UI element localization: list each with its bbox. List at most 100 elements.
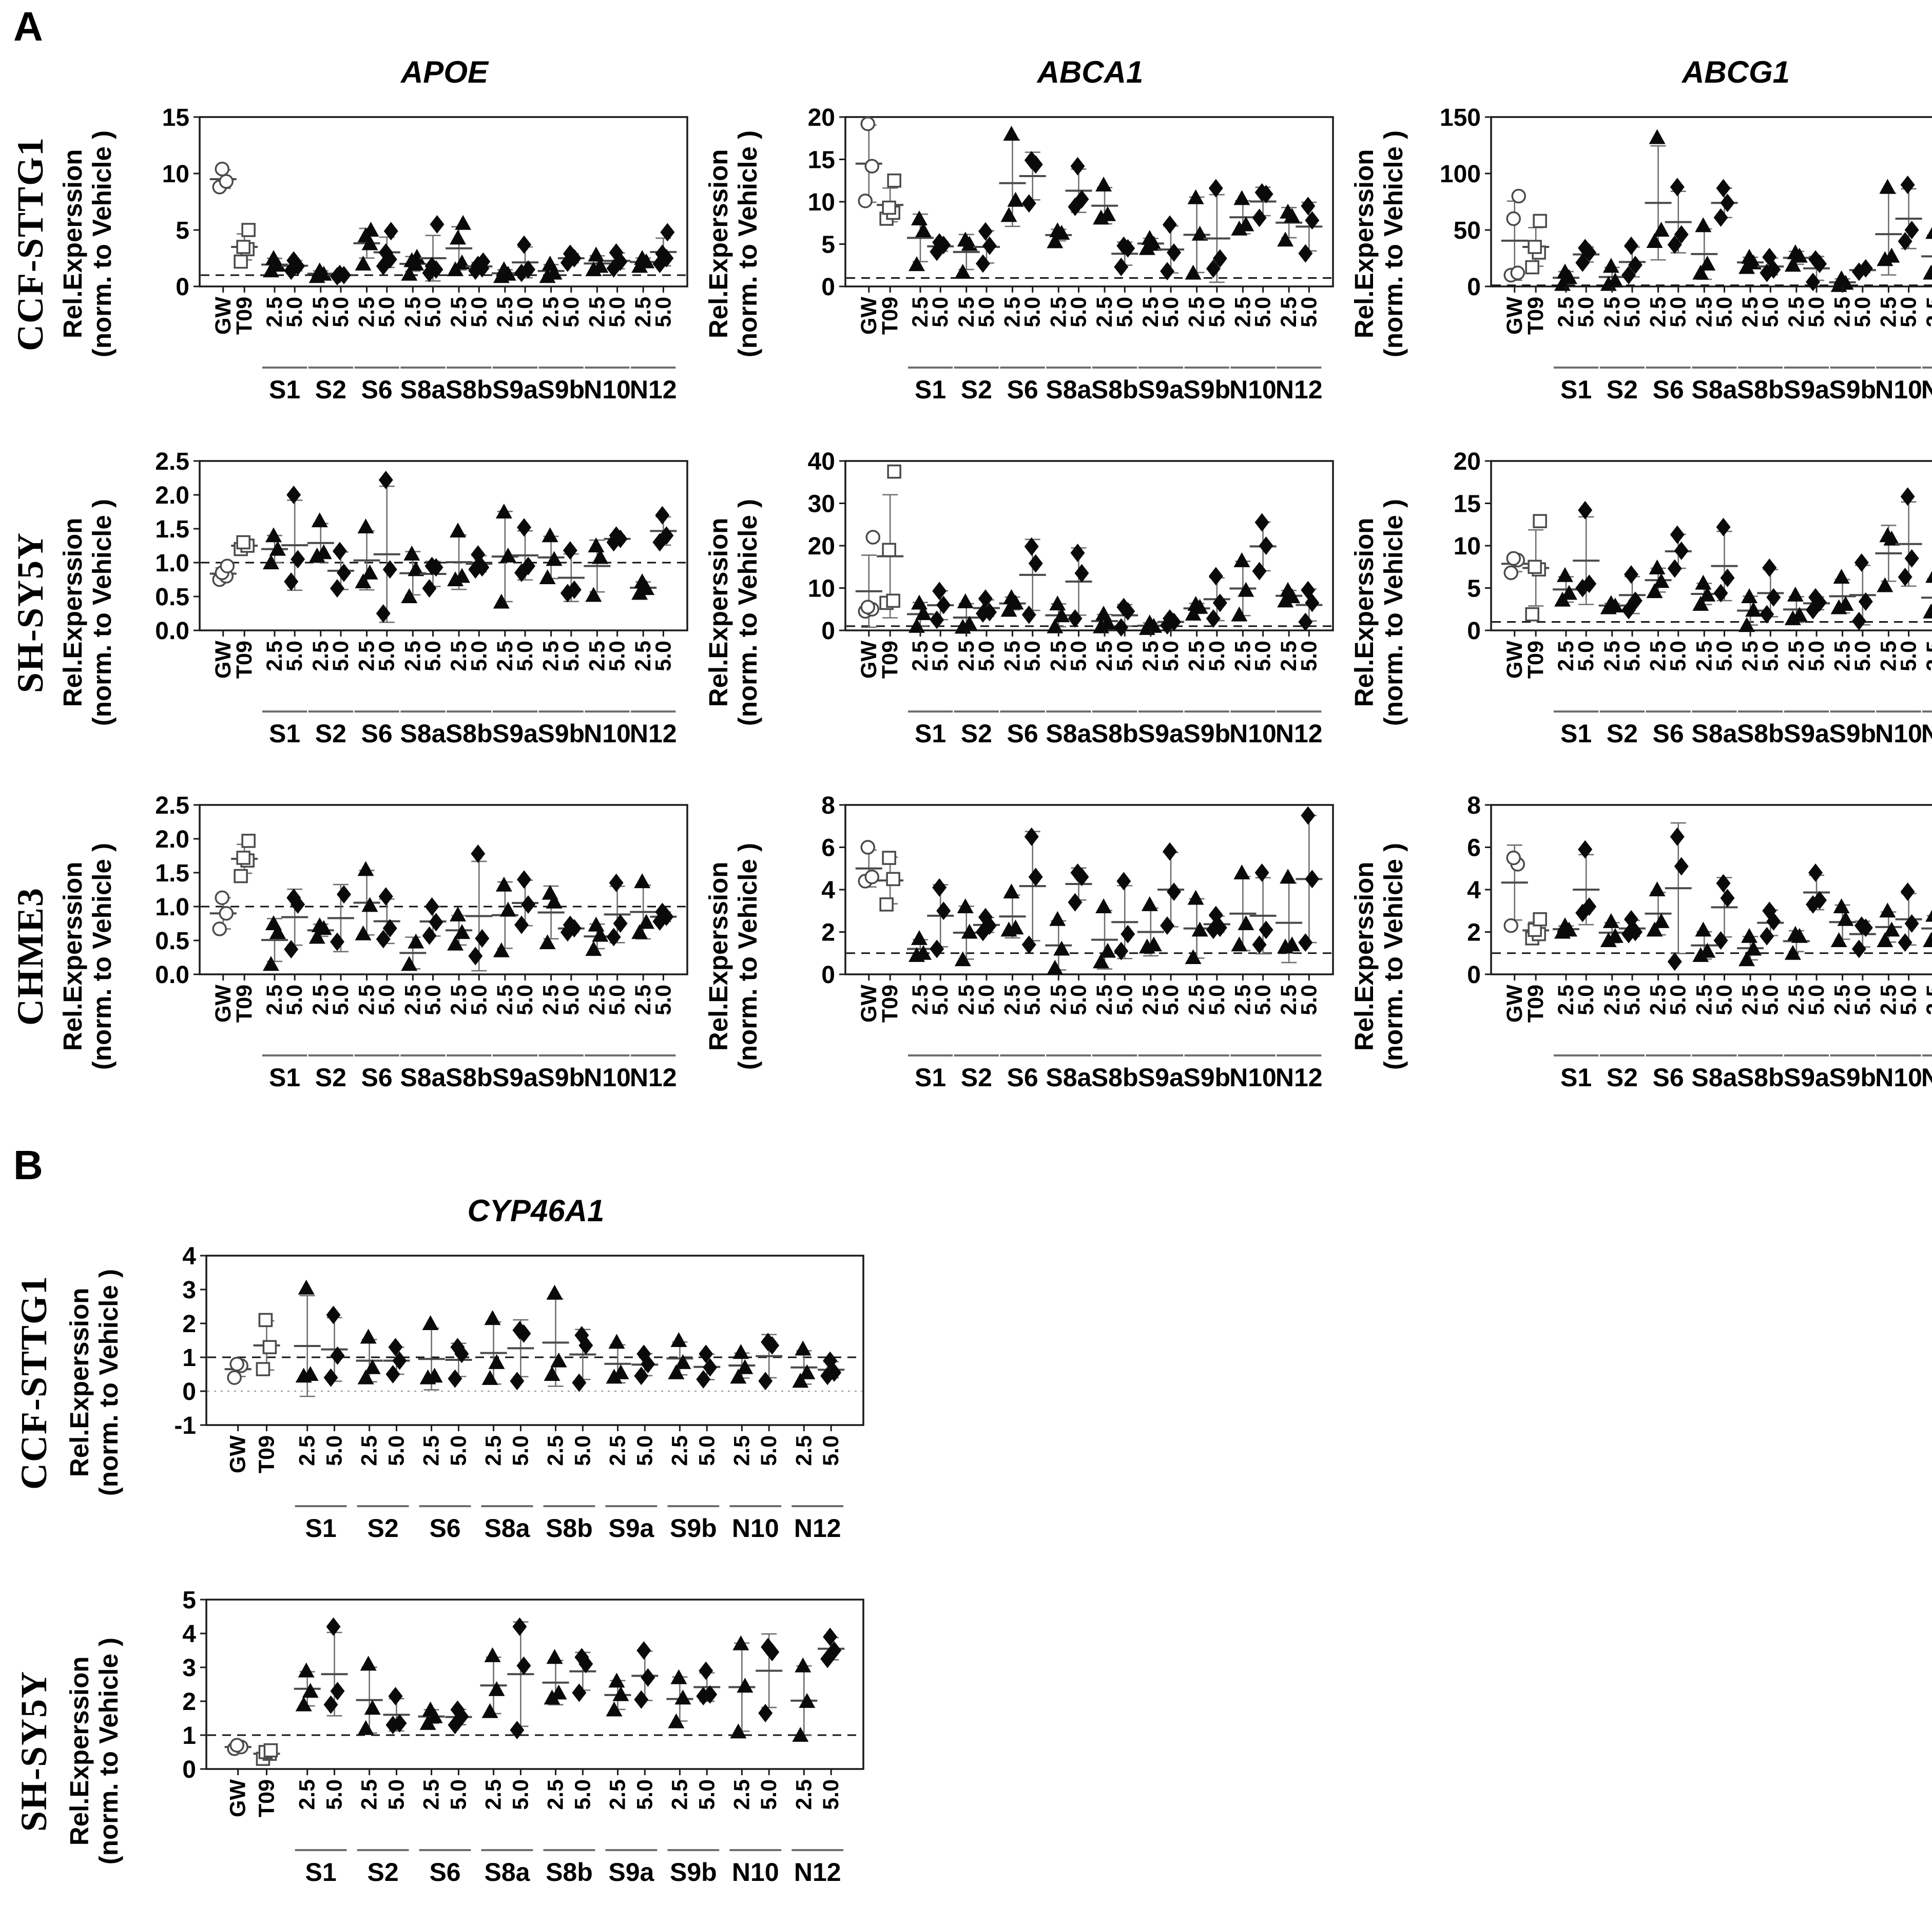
compound-label-n12: N12 [1921, 1063, 1932, 1092]
data-point-triangle [1185, 949, 1202, 964]
group-s8a-5.0: 5.0 [1065, 544, 1092, 671]
plot-cell: Rel.Experssion (norm. to Vehicle ) 0 2 4 6 8 G… [698, 784, 1343, 1128]
data-point-triangle [954, 263, 971, 279]
y-tick-label: 10 [1454, 533, 1481, 560]
data-point-diamond [1858, 592, 1873, 611]
cell-line-name: CCF-STTG1 [10, 136, 51, 352]
data-point-triangle [588, 916, 605, 932]
x-tick-label: 5.0 [1158, 641, 1183, 671]
data-point-diamond [1674, 225, 1689, 244]
data-point-diamond [1624, 910, 1638, 929]
group-s9b-2.5: 2.5 [1183, 189, 1210, 328]
x-tick-label: 2.5 [1185, 985, 1209, 1015]
data-point-diamond [385, 1716, 400, 1735]
data-point-diamond [1254, 863, 1269, 882]
data-point-triangle [1049, 595, 1066, 611]
data-point-circle [227, 1370, 242, 1385]
data-point-diamond [376, 930, 391, 949]
data-point-triangle [1095, 177, 1112, 191]
data-point-triangle [799, 1693, 816, 1708]
data-point-diamond [1167, 882, 1182, 901]
compound-label-s8a: S8a [1046, 719, 1092, 748]
plot-frame [205, 1255, 864, 1426]
plot-row: SH-SY5Y Rel.Experssion (norm. to Vehicle … [9, 440, 1932, 784]
x-tick-label: 5.0 [1067, 985, 1091, 1015]
data-point-triangle [1699, 256, 1716, 271]
compound-label-s6: S6 [361, 375, 393, 404]
group-s8b-5.0: 5.0 [466, 545, 493, 671]
y-axis-label-text: Rel.Experssion (norm. to Vehicle ) [1349, 498, 1408, 726]
data-point-triangle [631, 258, 648, 273]
data-point-diamond [936, 901, 951, 920]
group-s9b-5.0: 5.0 [557, 915, 585, 1015]
data-point-diamond [703, 1358, 718, 1377]
data-point-circle [229, 1356, 244, 1372]
group-s8b-2.5: 2.5 [542, 1649, 569, 1810]
data-point-diamond [1252, 935, 1267, 954]
data-point-diamond [1021, 194, 1036, 213]
data-point-diamond [521, 260, 536, 279]
data-point-triangle [1692, 595, 1709, 611]
x-tick-label: 2.5 [1277, 641, 1301, 671]
y-axis-label: Rel.Experssion (norm. to Vehicle ) [1343, 130, 1414, 357]
x-tick-label: 2.5 [1138, 985, 1163, 1015]
x-tick-label: 5.0 [1897, 985, 1921, 1015]
data-point-triangle [426, 1368, 443, 1383]
data-point-triangle [355, 925, 372, 940]
data-point-triangle [954, 951, 971, 967]
x-tick-label: 2.5 [1138, 297, 1163, 328]
y-tick-label: 0 [182, 1378, 196, 1406]
data-point-diamond [450, 1338, 465, 1357]
group-s8b-2.5: 2.5 [1091, 177, 1118, 328]
group-n10-2.5: 2.5 [1229, 552, 1257, 671]
data-point-diamond [978, 589, 993, 608]
data-point-diamond [1024, 827, 1039, 846]
data-point-triangle [1280, 869, 1297, 884]
data-point-circle [864, 870, 880, 884]
cell-line-name: CCF-STTG1 [13, 1275, 54, 1490]
data-point-diamond [1259, 536, 1273, 555]
group-s2-5.0: 5.0 [327, 542, 354, 671]
data-point-diamond [1301, 197, 1316, 216]
x-tick-label: 5.0 [513, 985, 537, 1015]
x-tick-label: 5.0 [1666, 297, 1691, 328]
data-point-diamond [284, 572, 299, 591]
data-point-triangle [364, 1359, 381, 1374]
plot-frame [199, 804, 688, 975]
data-point-triangle [732, 1344, 749, 1359]
data-point-triangle [1745, 940, 1762, 956]
group-s1-5.0: 5.0 [927, 233, 954, 328]
data-point-diamond [1114, 258, 1129, 277]
group-gw: GW [1501, 188, 1528, 335]
group-s1-5.0: 5.0 [281, 888, 308, 1015]
compound-label-s9a: S9a [492, 719, 538, 748]
group-n12-5.0: 5.0 [650, 902, 677, 1015]
data-point-diamond [609, 243, 624, 262]
data-point-triangle [357, 1720, 374, 1735]
group-n10-2.5: 2.5 [1875, 902, 1902, 1015]
group-s9b-5.0: 5.0 [557, 244, 585, 328]
data-point-square [241, 834, 256, 848]
data-point-triangle [1600, 932, 1617, 947]
x-tick-label: GW [857, 297, 881, 335]
data-point-triangle [1093, 618, 1110, 633]
data-point-triangle [550, 1352, 567, 1368]
data-point-diamond [517, 235, 532, 254]
compound-label-s2: S2 [315, 719, 346, 748]
data-point-triangle [1741, 248, 1758, 264]
data-point-diamond [1252, 208, 1267, 227]
data-point-triangle [1007, 191, 1024, 207]
data-point-diamond [574, 1648, 589, 1667]
data-point-circle [860, 840, 876, 855]
data-point-triangle [311, 917, 328, 932]
data-point-triangle [1646, 583, 1663, 599]
group-s8a-2.5: 2.5 [1691, 217, 1718, 328]
data-point-diamond [655, 244, 670, 263]
data-point-diamond [1208, 906, 1223, 925]
data-point-diamond [560, 923, 575, 942]
cell-line-row-label: CCF-STTG1 [9, 137, 52, 351]
group-n12-5.0: 5.0 [1296, 581, 1323, 671]
group-s1-5.0: 5.0 [281, 251, 308, 328]
group-s2-5.0: 5.0 [327, 264, 354, 328]
